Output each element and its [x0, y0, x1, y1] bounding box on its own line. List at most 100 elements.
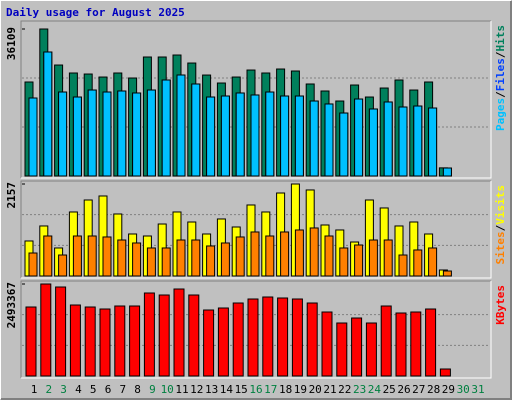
bar — [58, 254, 68, 277]
bar — [220, 95, 230, 177]
bar — [72, 96, 82, 177]
bar — [442, 167, 452, 177]
bar — [176, 74, 186, 177]
x-tick-label: 2 — [45, 383, 52, 396]
x-tick-label: 12 — [190, 383, 203, 396]
bar — [232, 302, 244, 377]
bar — [294, 95, 304, 177]
legend: Sites/Visits — [494, 185, 507, 265]
bar — [398, 106, 408, 177]
bar — [365, 322, 377, 377]
x-tick-label: 27 — [412, 383, 425, 396]
bar — [413, 249, 423, 277]
bar — [191, 239, 201, 277]
x-tick-label: 15 — [235, 383, 248, 396]
panel-bevel-light — [21, 21, 492, 179]
bar — [132, 92, 142, 177]
x-tick-label: 22 — [338, 383, 351, 396]
bar — [206, 96, 216, 177]
bar — [250, 231, 260, 277]
bar — [262, 296, 274, 377]
legend-entry: Files — [494, 58, 507, 91]
y-tick-label: 36109 — [5, 27, 18, 60]
bar — [351, 317, 363, 377]
bar — [173, 288, 185, 377]
legend: KBytes — [494, 285, 507, 325]
bar — [87, 235, 97, 277]
bar — [235, 92, 245, 177]
bar — [280, 95, 290, 177]
bar — [146, 247, 156, 277]
bar — [309, 100, 319, 177]
bar — [383, 101, 393, 177]
x-tick-label: 24 — [368, 383, 382, 396]
bar — [395, 312, 407, 377]
bar — [143, 292, 155, 377]
x-tick-label: 20 — [309, 383, 322, 396]
bar — [410, 311, 422, 377]
x-tick-label: 9 — [149, 383, 156, 396]
bar — [114, 305, 126, 377]
bar — [102, 91, 112, 177]
y-tick-label: 2157 — [5, 182, 18, 209]
x-tick-label: 1 — [31, 383, 38, 396]
x-tick-label: 7 — [119, 383, 126, 396]
bar — [28, 97, 38, 177]
x-tick-label: 13 — [205, 383, 218, 396]
x-tick-label: 14 — [220, 383, 234, 396]
bar — [217, 307, 229, 377]
bar — [380, 305, 392, 377]
bar — [250, 94, 260, 177]
bar — [69, 304, 81, 377]
bar — [99, 308, 111, 377]
bar — [413, 105, 423, 177]
bar — [339, 112, 349, 177]
bar — [277, 297, 289, 377]
bar — [102, 236, 112, 277]
bar — [161, 79, 171, 177]
x-tick-label: 28 — [427, 383, 440, 396]
bar — [28, 252, 38, 277]
bar — [146, 89, 156, 177]
chart-title: Daily usage for August 2025 — [6, 6, 185, 19]
bar — [203, 309, 215, 377]
x-tick-label: 21 — [323, 383, 336, 396]
x-tick-label: 31 — [471, 383, 484, 396]
x-tick-label: 8 — [134, 383, 141, 396]
bar — [368, 108, 378, 177]
legend: Pages/Files/Hits — [494, 25, 507, 131]
bar — [309, 227, 319, 277]
bar — [398, 254, 408, 277]
x-tick-label: 16 — [249, 383, 262, 396]
bar — [324, 235, 334, 277]
bar — [72, 235, 82, 277]
panel-bevel-dark — [20, 180, 491, 278]
legend-entry: Pages — [494, 98, 507, 131]
bar — [265, 91, 275, 177]
bar — [117, 90, 127, 177]
legend-entry: Sites — [494, 231, 507, 264]
bar — [191, 83, 201, 177]
x-tick-label: 25 — [383, 383, 396, 396]
bar — [336, 322, 348, 377]
bar — [158, 294, 170, 377]
bar — [161, 247, 171, 277]
bar — [188, 294, 200, 377]
bar — [43, 51, 53, 177]
bar — [247, 298, 259, 377]
x-tick-label: 26 — [397, 383, 410, 396]
bar — [354, 244, 364, 277]
bar — [321, 311, 333, 377]
panel-bevel-dark — [20, 20, 491, 178]
bar — [206, 245, 216, 277]
bar — [354, 98, 364, 177]
panel-bevel-light — [21, 281, 492, 379]
bar — [58, 91, 68, 177]
bar — [306, 302, 318, 377]
x-tick-label: 18 — [279, 383, 292, 396]
x-tick-label: 10 — [161, 383, 174, 396]
x-tick-label: 29 — [442, 383, 455, 396]
panel-bevel-light — [21, 181, 492, 279]
bar — [442, 270, 452, 277]
